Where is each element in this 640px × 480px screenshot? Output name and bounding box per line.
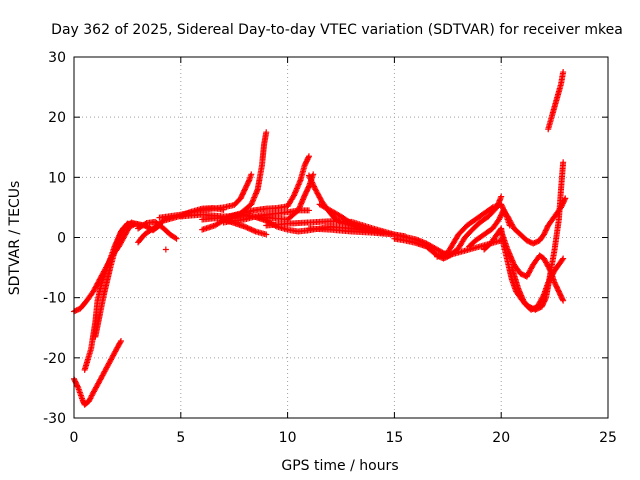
data-point-marker xyxy=(305,207,312,214)
data-point-marker xyxy=(559,256,566,263)
data-point-marker xyxy=(305,184,312,191)
data-point-marker xyxy=(498,193,505,200)
series-outlier xyxy=(162,246,169,253)
series-track-m xyxy=(220,216,270,238)
x-tick-label: 20 xyxy=(492,430,510,446)
data-point-marker xyxy=(560,297,567,304)
series-track-i xyxy=(199,153,312,233)
plot-frame xyxy=(73,56,609,419)
data-point-marker xyxy=(142,220,149,227)
data-point-marker xyxy=(307,175,314,182)
data-point-marker xyxy=(560,69,567,76)
data-point-marker xyxy=(540,292,547,299)
data-point-marker xyxy=(248,226,255,233)
data-point-marker xyxy=(559,296,566,303)
data-point-marker xyxy=(263,231,270,238)
y-tick-label: -10 xyxy=(43,291,66,307)
y-axis-label: SDTVAR / TECUs xyxy=(7,181,23,296)
series-track-d xyxy=(92,219,144,340)
x-axis-label: GPS time / hours xyxy=(281,458,398,474)
y-tick-label: -20 xyxy=(43,351,66,367)
series-track-v xyxy=(498,228,567,304)
data-point-marker xyxy=(117,339,124,346)
data-point-marker xyxy=(561,196,568,203)
data-point-marker xyxy=(310,182,317,189)
x-tick-label: 25 xyxy=(599,430,617,446)
axis-ticks: 0 5 10 15 20 25 -30 -20 -10 0 10 20 30 xyxy=(43,50,617,446)
data-point-marker xyxy=(243,224,250,231)
series-track-b xyxy=(71,337,124,408)
y-tick-label: 30 xyxy=(48,50,66,66)
data-point-marker xyxy=(305,172,312,179)
data-point-marker xyxy=(311,183,318,190)
series-track-k xyxy=(220,207,312,226)
data-point-marker xyxy=(308,178,315,185)
data-point-marker xyxy=(245,225,252,232)
data-point-marker xyxy=(560,255,567,262)
y-tick-label: 0 xyxy=(57,231,66,247)
data-point-marker xyxy=(560,159,567,166)
data-point-marker xyxy=(307,176,314,183)
x-tick-label: 10 xyxy=(279,430,297,446)
data-point-marker xyxy=(305,154,312,161)
data-point-marker xyxy=(251,227,258,234)
x-tick-label: 5 xyxy=(176,430,185,446)
data-point-marker xyxy=(488,205,495,212)
data-point-marker xyxy=(311,184,318,191)
data-point-marker xyxy=(117,337,124,344)
data-point-marker xyxy=(546,266,553,273)
data-point-marker xyxy=(247,226,254,233)
y-tick-label: 20 xyxy=(48,110,66,126)
series-track-x xyxy=(545,69,567,133)
data-point-marker xyxy=(162,246,169,253)
data-point-marker xyxy=(244,224,251,231)
x-tick-label: 0 xyxy=(70,430,79,446)
data-point-marker xyxy=(310,171,317,178)
data-point-marker xyxy=(241,223,248,230)
series-track-w xyxy=(508,255,567,313)
y-tick-label: -30 xyxy=(43,411,66,427)
chart-title: Day 362 of 2025, Sidereal Day-to-day VTE… xyxy=(51,22,623,38)
x-tick-label: 15 xyxy=(385,430,403,446)
data-point-marker xyxy=(245,178,252,185)
data-point-marker xyxy=(290,193,297,200)
series-track-t xyxy=(466,195,569,250)
data-series xyxy=(71,69,569,408)
series-track-e xyxy=(135,218,180,242)
data-point-marker xyxy=(74,383,81,390)
data-point-marker xyxy=(305,153,312,160)
data-point-marker xyxy=(263,129,270,136)
y-tick-label: 10 xyxy=(48,170,66,186)
data-point-marker xyxy=(248,171,255,178)
data-point-marker xyxy=(306,173,313,180)
data-point-marker xyxy=(172,234,179,241)
data-point-marker xyxy=(309,180,316,187)
data-point-marker xyxy=(173,235,180,242)
data-point-marker xyxy=(249,227,256,234)
data-point-marker xyxy=(309,179,316,186)
